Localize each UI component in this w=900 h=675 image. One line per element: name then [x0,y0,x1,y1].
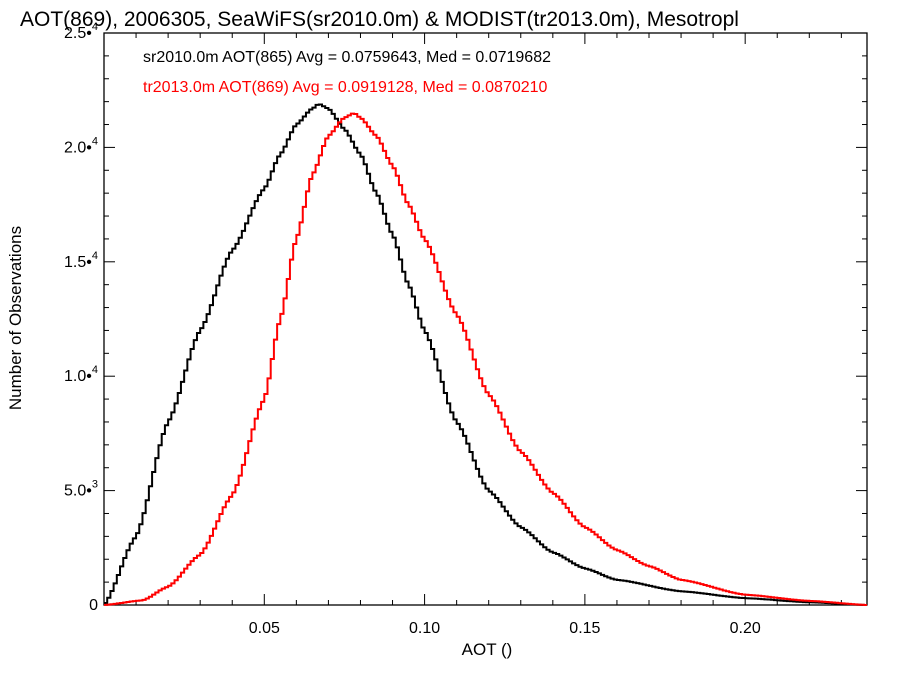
series-line-1 [104,103,867,606]
y-axis: 0 5.0•3 1.0•4 1.5•4 2.0•4 2.5•4 [64,21,867,614]
series-line-2 [104,112,867,606]
y-axis-label: Number of Observations [6,226,25,410]
legend-entry-2: tr2013.0m AOT(869) Avg = 0.0919128, Med … [143,79,548,96]
x-tick-label: 0.05 [249,620,280,637]
y-tick-label: 0 [89,597,98,614]
x-tick-label: 0.10 [409,620,440,637]
series-layer [104,103,867,606]
x-axis-label: AOT () [462,640,513,659]
y-tick-label: 1.5•4 [64,250,98,271]
x-tick-label: 0.15 [569,620,600,637]
x-tick-label: 0.20 [730,620,761,637]
y-tick-label: 2.0•4 [64,135,98,156]
plot-border [103,32,868,606]
chart-title: AOT(869), 2006305, SeaWiFS(sr2010.0m) & … [20,8,739,31]
y-tick-label: 2.5•4 [64,21,98,42]
y-tick-label: 1.0•4 [64,364,98,385]
y-tick-label: 5.0•3 [64,479,98,500]
plot-frame [103,32,868,606]
legend: sr2010.0m AOT(865) Avg = 0.0759643, Med … [143,49,551,96]
legend-entry-1: sr2010.0m AOT(865) Avg = 0.0759643, Med … [143,49,551,66]
x-axis: 0.05 0.10 0.15 0.20 [135,33,842,637]
